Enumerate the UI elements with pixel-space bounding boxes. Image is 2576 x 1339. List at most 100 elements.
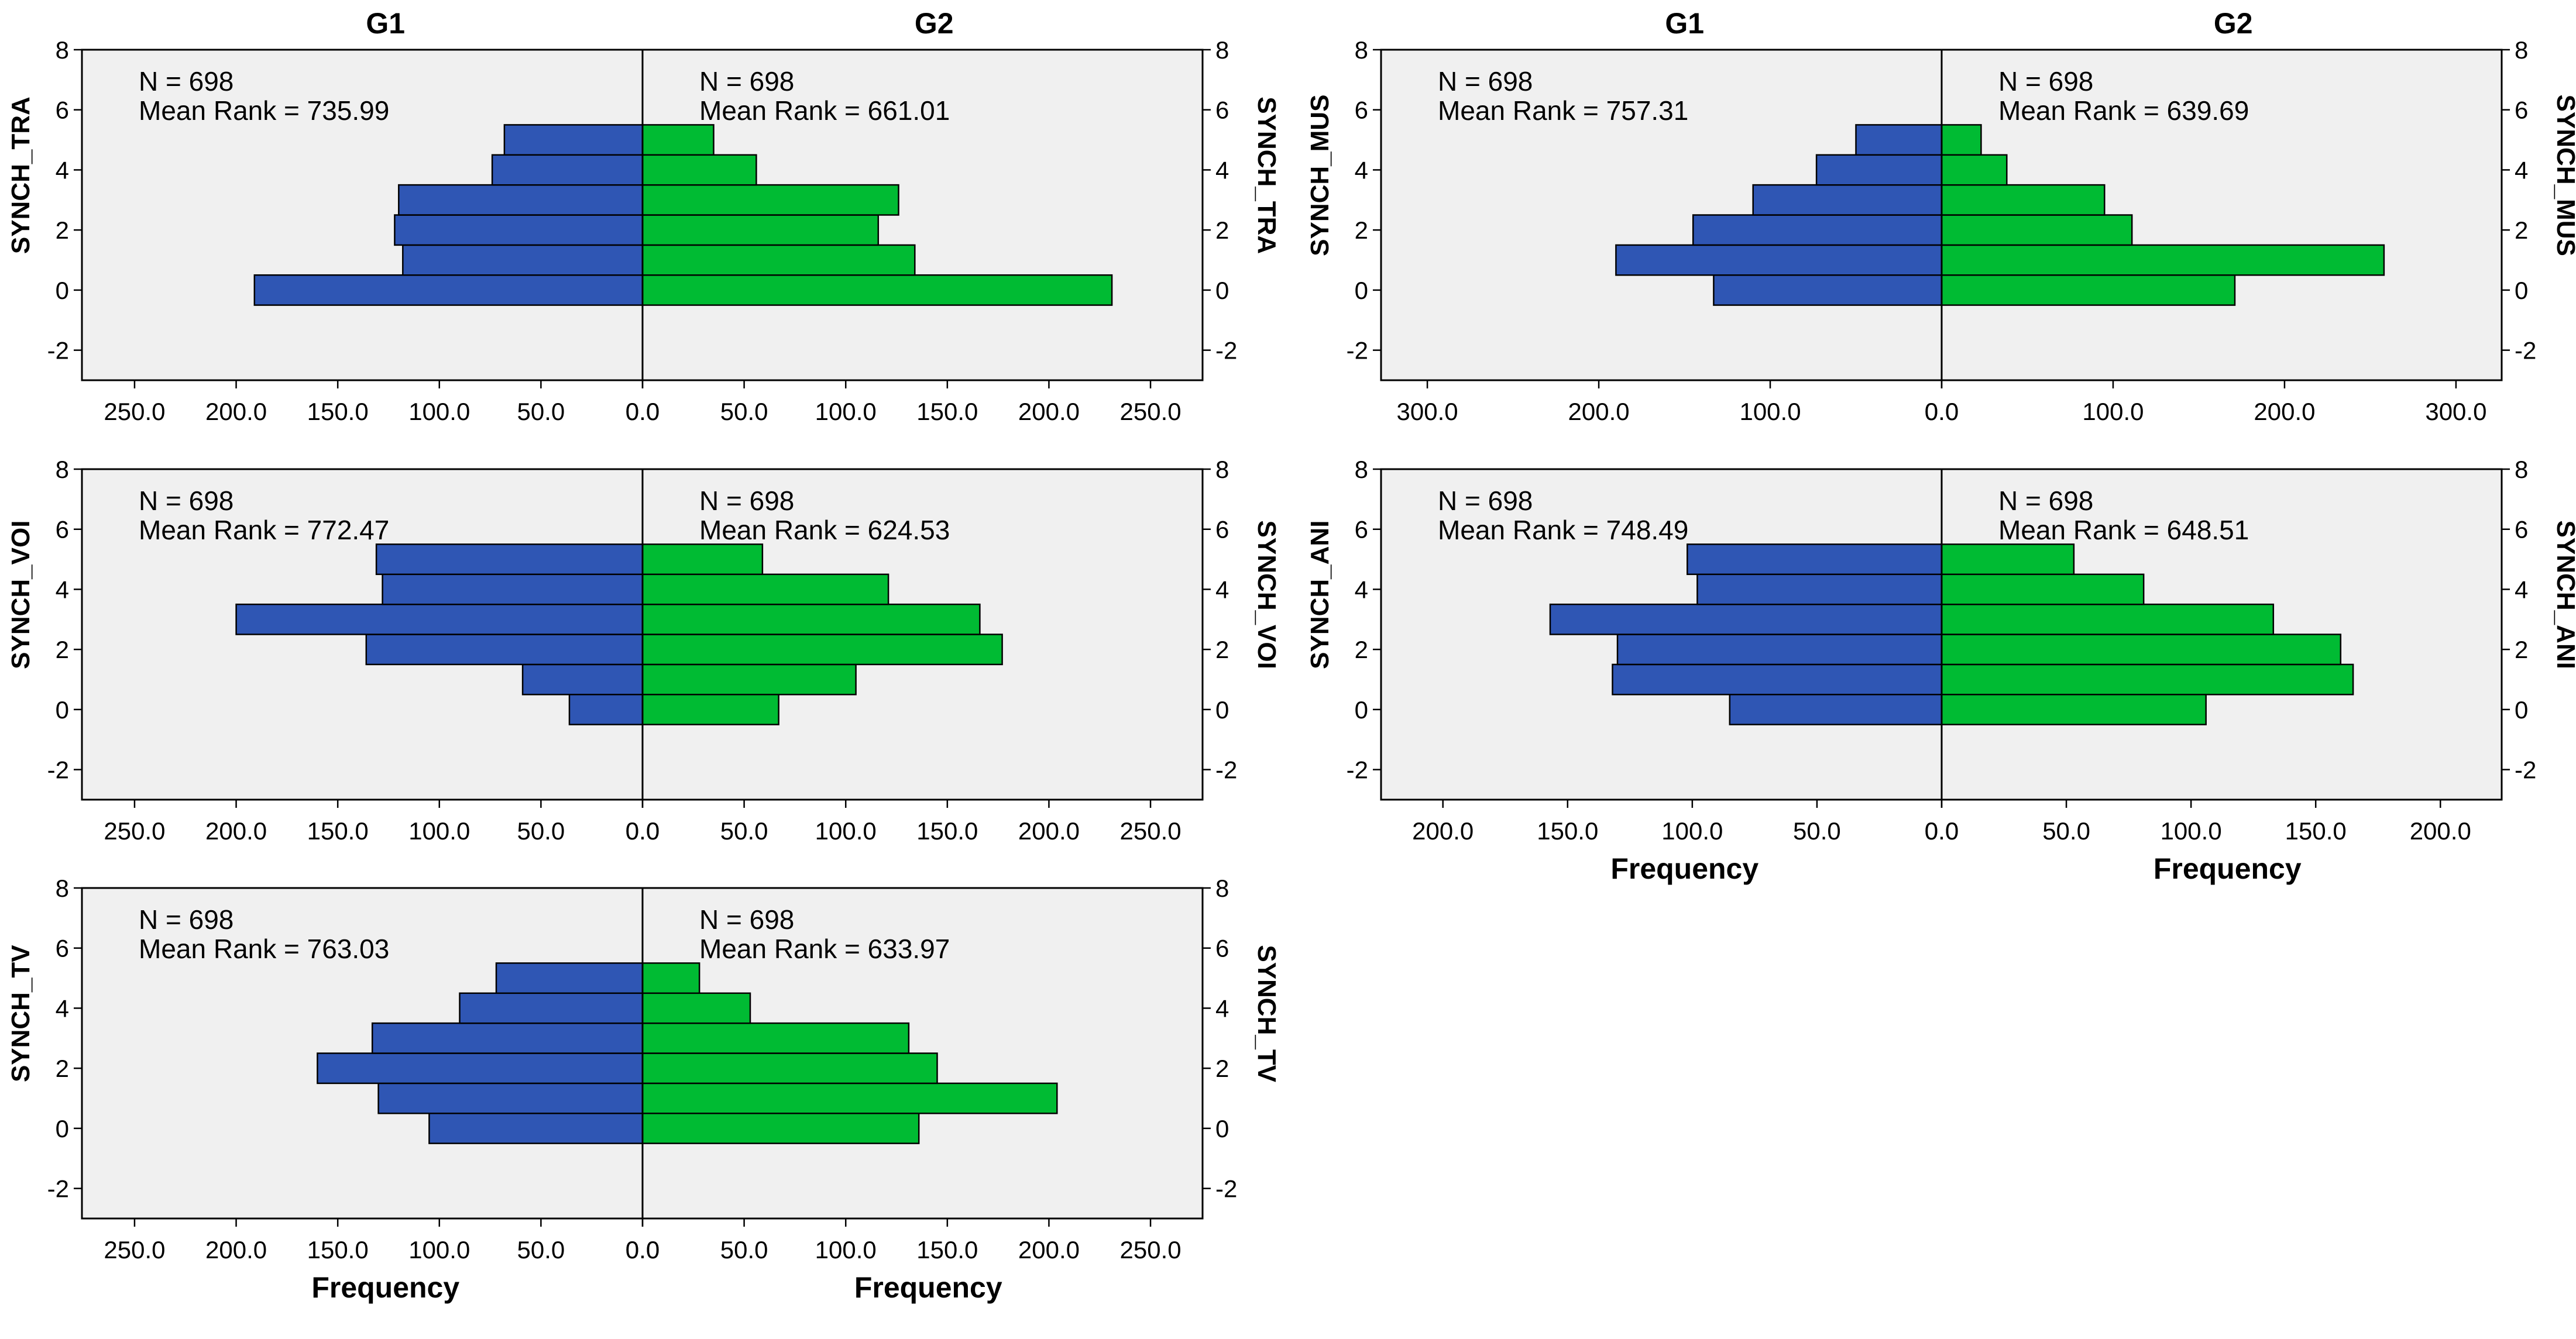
y-tick-label-right: 0 — [2515, 277, 2528, 304]
g2-bar-synch-tra-3 — [641, 184, 899, 216]
group-title-g2: G2 — [915, 7, 954, 40]
y-tick-label-right: 6 — [1215, 97, 1229, 124]
y-tick-label-left: -2 — [1347, 337, 1368, 364]
y-tick-label-left: 8 — [1355, 456, 1368, 483]
y-tick-label-right: 0 — [1215, 696, 1229, 724]
y-tick-label-left: -2 — [47, 337, 69, 364]
g1-bar-synch-tv-3 — [371, 1022, 644, 1054]
g2-bar-synch-tra-2 — [641, 214, 880, 246]
g2-bar-synch-voi-0 — [641, 693, 779, 725]
x-tick-label: 150.0 — [916, 817, 978, 845]
x-tick-label: 300.0 — [1397, 398, 1458, 425]
g1-bar-synch-mus-5 — [1855, 124, 1943, 156]
g2-n-label: N = 698 — [1998, 486, 2093, 516]
y-tick-label-right: 8 — [1215, 875, 1229, 902]
g1-bar-synch-ani-5 — [1687, 543, 1943, 576]
g1-bar-synch-ani-0 — [1729, 693, 1943, 725]
x-tick-label: 200.0 — [2410, 817, 2471, 845]
group-title-g1: G1 — [1665, 7, 1704, 40]
g2-n-label: N = 698 — [1998, 66, 2093, 97]
variable-label-right: SYNCH_MUS — [2551, 95, 2576, 256]
y-tick-label-left: 2 — [56, 636, 69, 663]
y-tick-label-left: 0 — [56, 1115, 69, 1142]
g2-bar-synch-tra-1 — [641, 244, 916, 276]
x-tick-label: 50.0 — [720, 398, 768, 425]
g1-bar-synch-tra-1 — [402, 244, 644, 276]
y-tick-label-right: 4 — [1215, 156, 1229, 184]
g2-bar-synch-ani-3 — [1940, 603, 2275, 635]
x-tick-label: 250.0 — [104, 398, 165, 425]
x-tick-label: 300.0 — [2425, 398, 2486, 425]
variable-label-right: SYNCH_ANI — [2551, 521, 2576, 669]
g1-bar-synch-ani-4 — [1696, 573, 1943, 605]
x-tick-label: 200.0 — [205, 817, 267, 845]
x-tick-label: 150.0 — [307, 398, 369, 425]
x-tick-label: 100.0 — [2161, 817, 2222, 845]
g2-bar-synch-tv-1 — [641, 1082, 1058, 1114]
x-tick-label: 250.0 — [1120, 398, 1181, 425]
x-tick-label: 100.0 — [1739, 398, 1801, 425]
g2-bar-synch-mus-3 — [1940, 184, 2106, 216]
g2-mean-rank-label: Mean Rank = 639.69 — [1998, 95, 2249, 126]
variable-label-left: SYNCH_VOI — [6, 521, 35, 669]
y-tick-label-right: -2 — [1215, 756, 1237, 784]
y-tick-label-left: -2 — [47, 1175, 69, 1203]
y-tick-label-left: 4 — [1355, 156, 1368, 184]
variable-label-right: SYNCH_TRA — [1252, 97, 1281, 254]
g2-bar-synch-tra-0 — [641, 274, 1113, 306]
g2-n-label: N = 698 — [699, 904, 794, 935]
x-tick-label: 50.0 — [2042, 817, 2090, 845]
g1-bar-synch-tra-2 — [394, 214, 644, 246]
x-axis-title-left: Frequency — [311, 1271, 459, 1304]
x-tick-label: 100.0 — [408, 398, 470, 425]
variable-label-right: SYNCH_VOI — [1252, 521, 1281, 669]
y-tick-label-left: 2 — [56, 1055, 69, 1082]
g1-bar-synch-ani-1 — [1612, 663, 1943, 696]
g1-bar-synch-voi-0 — [568, 693, 644, 725]
y-tick-label-left: 6 — [1355, 516, 1368, 543]
group-title-g2: G2 — [2214, 7, 2253, 40]
x-tick-label: 150.0 — [307, 817, 369, 845]
g1-bar-synch-tv-0 — [428, 1112, 644, 1144]
y-tick-label-left: 4 — [56, 994, 69, 1022]
x-tick-label: 100.0 — [408, 817, 470, 845]
y-tick-label-right: 0 — [1215, 1115, 1229, 1142]
y-tick-label-left: 2 — [1355, 216, 1368, 244]
y-tick-label-right: 6 — [2515, 97, 2528, 124]
y-tick-label-left: 8 — [1355, 36, 1368, 64]
y-tick-label-right: 6 — [1215, 516, 1229, 543]
g1-n-label: N = 698 — [1438, 66, 1533, 97]
g1-bar-synch-voi-3 — [235, 603, 644, 635]
x-tick-label: 150.0 — [1537, 817, 1598, 845]
x-axis-title-right: Frequency — [2153, 852, 2302, 885]
x-tick-label: 0.0 — [626, 398, 660, 425]
x-tick-label: 250.0 — [1120, 1236, 1181, 1264]
variable-label-left: SYNCH_TRA — [6, 97, 35, 254]
x-axis-title-left: Frequency — [1610, 852, 1758, 885]
x-tick-label: 200.0 — [205, 398, 267, 425]
y-tick-label-right: 8 — [1215, 36, 1229, 64]
g1-bar-synch-voi-5 — [375, 543, 644, 576]
y-tick-label-left: 0 — [56, 277, 69, 304]
g1-bar-synch-mus-3 — [1752, 184, 1943, 216]
g2-n-label: N = 698 — [699, 486, 794, 516]
x-tick-label: 50.0 — [517, 398, 565, 425]
y-tick-label-left: 4 — [56, 576, 69, 603]
x-tick-label: 0.0 — [626, 1236, 660, 1264]
x-tick-label: 200.0 — [1018, 1236, 1080, 1264]
g1-bar-synch-tra-5 — [503, 124, 644, 156]
y-tick-label-right: 2 — [2515, 216, 2528, 244]
x-tick-label: 50.0 — [720, 817, 768, 845]
y-tick-label-right: 4 — [1215, 994, 1229, 1022]
y-tick-label-right: -2 — [2515, 337, 2536, 364]
x-tick-label: 150.0 — [916, 1236, 978, 1264]
g1-mean-rank-label: Mean Rank = 763.03 — [139, 934, 389, 964]
panel-synch-voi: -2 -2 0 0 2 2 4 4 6 6 8 8 250.0 200.0 150.0 100.0 50.0 0.… — [6, 456, 1281, 845]
g2-bar-synch-voi-3 — [641, 603, 981, 635]
g2-mean-rank-label: Mean Rank = 648.51 — [1998, 515, 2249, 545]
y-tick-label-right: 2 — [1215, 1055, 1229, 1082]
y-tick-label-left: 4 — [1355, 576, 1368, 603]
x-tick-label: 0.0 — [1925, 817, 1959, 845]
